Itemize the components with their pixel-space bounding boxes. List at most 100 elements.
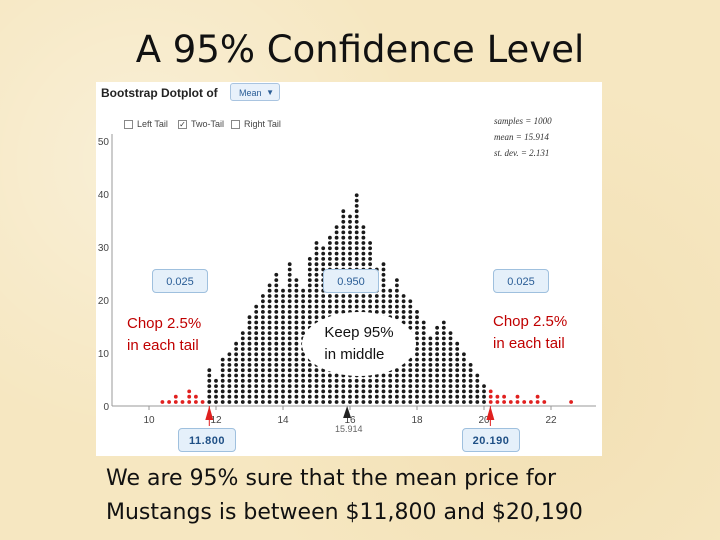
middle-dot xyxy=(354,304,359,309)
middle-dot xyxy=(328,257,332,261)
upper-bound-value[interactable]: 20.190 xyxy=(462,428,520,452)
middle-dot xyxy=(307,283,312,288)
middle-dot xyxy=(368,389,372,394)
middle-dot xyxy=(214,378,218,383)
middle-dot xyxy=(415,331,419,335)
middle-dot xyxy=(395,373,399,378)
middle-dot xyxy=(287,299,292,304)
middle-dot xyxy=(448,394,453,399)
middle-dot xyxy=(374,389,379,394)
middle-dot xyxy=(348,230,352,235)
middle-dot xyxy=(274,310,279,314)
left-tail-proportion[interactable]: 0.025 xyxy=(152,269,208,293)
middle-dot xyxy=(368,257,372,261)
middle-dot xyxy=(247,389,252,394)
tail-dot xyxy=(529,400,533,404)
tail-dot xyxy=(173,400,178,404)
middle-dot xyxy=(408,389,413,394)
middle-dot xyxy=(421,331,426,335)
middle-dot xyxy=(307,373,312,378)
middle-dot xyxy=(421,378,426,383)
middle-dot xyxy=(267,384,272,388)
middle-dot xyxy=(261,352,265,357)
middle-dot xyxy=(301,310,305,314)
middle-dot xyxy=(334,389,339,394)
middle-dot xyxy=(307,378,312,383)
middle-dot xyxy=(314,400,319,404)
y-tick-label: 50 xyxy=(98,137,110,148)
middle-dot xyxy=(408,368,413,373)
middle-dot xyxy=(455,378,460,383)
middle-dot xyxy=(448,331,453,335)
middle-dot xyxy=(401,304,406,309)
middle-dot xyxy=(441,320,446,325)
middle-dot xyxy=(435,352,439,357)
middle-dot xyxy=(328,299,332,304)
middle-proportion[interactable]: 0.950 xyxy=(323,269,379,293)
middle-dot xyxy=(348,225,352,230)
middle-dot xyxy=(415,384,419,388)
middle-dot xyxy=(341,209,346,214)
middle-dot xyxy=(267,336,272,341)
middle-dot xyxy=(475,378,480,383)
middle-dot xyxy=(368,400,372,404)
middle-dot xyxy=(227,363,232,367)
middle-dot xyxy=(354,214,359,219)
middle-dot xyxy=(341,251,346,256)
middle-dot xyxy=(214,389,218,394)
middle-dot xyxy=(287,378,292,383)
middle-dot xyxy=(455,347,460,351)
middle-dot xyxy=(381,262,386,267)
middle-dot xyxy=(415,389,419,394)
right-tail-proportion[interactable]: 0.025 xyxy=(493,269,549,293)
right-tail-checkbox[interactable] xyxy=(231,119,240,129)
middle-dot xyxy=(395,288,399,293)
middle-dot xyxy=(307,394,312,399)
left-tail-checkbox[interactable] xyxy=(124,119,133,129)
middle-dot xyxy=(281,325,285,330)
middle-dot xyxy=(254,378,259,383)
middle-dot xyxy=(381,394,386,399)
two-tail-option[interactable]: ✓ Two-Tail xyxy=(178,119,224,129)
middle-dot xyxy=(401,373,406,378)
middle-dot xyxy=(314,373,319,378)
middle-dot xyxy=(287,400,292,404)
middle-dot xyxy=(261,299,265,304)
middle-dot xyxy=(227,357,232,362)
middle-dot xyxy=(261,310,265,314)
middle-dot xyxy=(348,246,352,251)
tail-dot xyxy=(495,400,500,404)
middle-dot xyxy=(294,320,299,325)
right-tail-option[interactable]: Right Tail xyxy=(231,119,281,129)
tail-dot xyxy=(180,400,185,404)
mean-value-label: 15.914 xyxy=(335,424,363,434)
middle-callout: Keep 95% in middle xyxy=(302,312,416,376)
middle-dot xyxy=(274,400,279,404)
middle-dot xyxy=(240,341,245,346)
two-tail-checkbox[interactable]: ✓ xyxy=(178,119,187,129)
middle-dot xyxy=(281,394,285,399)
middle-dot xyxy=(254,304,259,309)
middle-dot xyxy=(287,389,292,394)
tail-dot xyxy=(488,394,493,399)
middle-dot xyxy=(314,272,319,277)
middle-dot xyxy=(435,394,439,399)
middle-dot xyxy=(408,400,413,404)
middle-dot xyxy=(328,373,332,378)
middle-dot xyxy=(462,384,466,388)
middle-dot xyxy=(314,283,319,288)
middle-dot xyxy=(368,251,372,256)
middle-dot xyxy=(415,315,419,320)
left-tail-option[interactable]: Left Tail xyxy=(124,119,168,129)
middle-dot xyxy=(368,262,372,267)
middle-dot xyxy=(395,378,399,383)
middle-dot xyxy=(261,389,265,394)
middle-dot xyxy=(267,294,272,298)
middle-dot xyxy=(301,288,305,293)
middle-dot xyxy=(301,299,305,304)
lower-bound-value[interactable]: 11.800 xyxy=(178,428,236,452)
y-tick-label: 20 xyxy=(98,296,110,307)
middle-dot xyxy=(455,357,460,362)
statistic-dropdown[interactable]: Mean ▼ xyxy=(230,83,280,101)
middle-dot xyxy=(294,278,299,282)
